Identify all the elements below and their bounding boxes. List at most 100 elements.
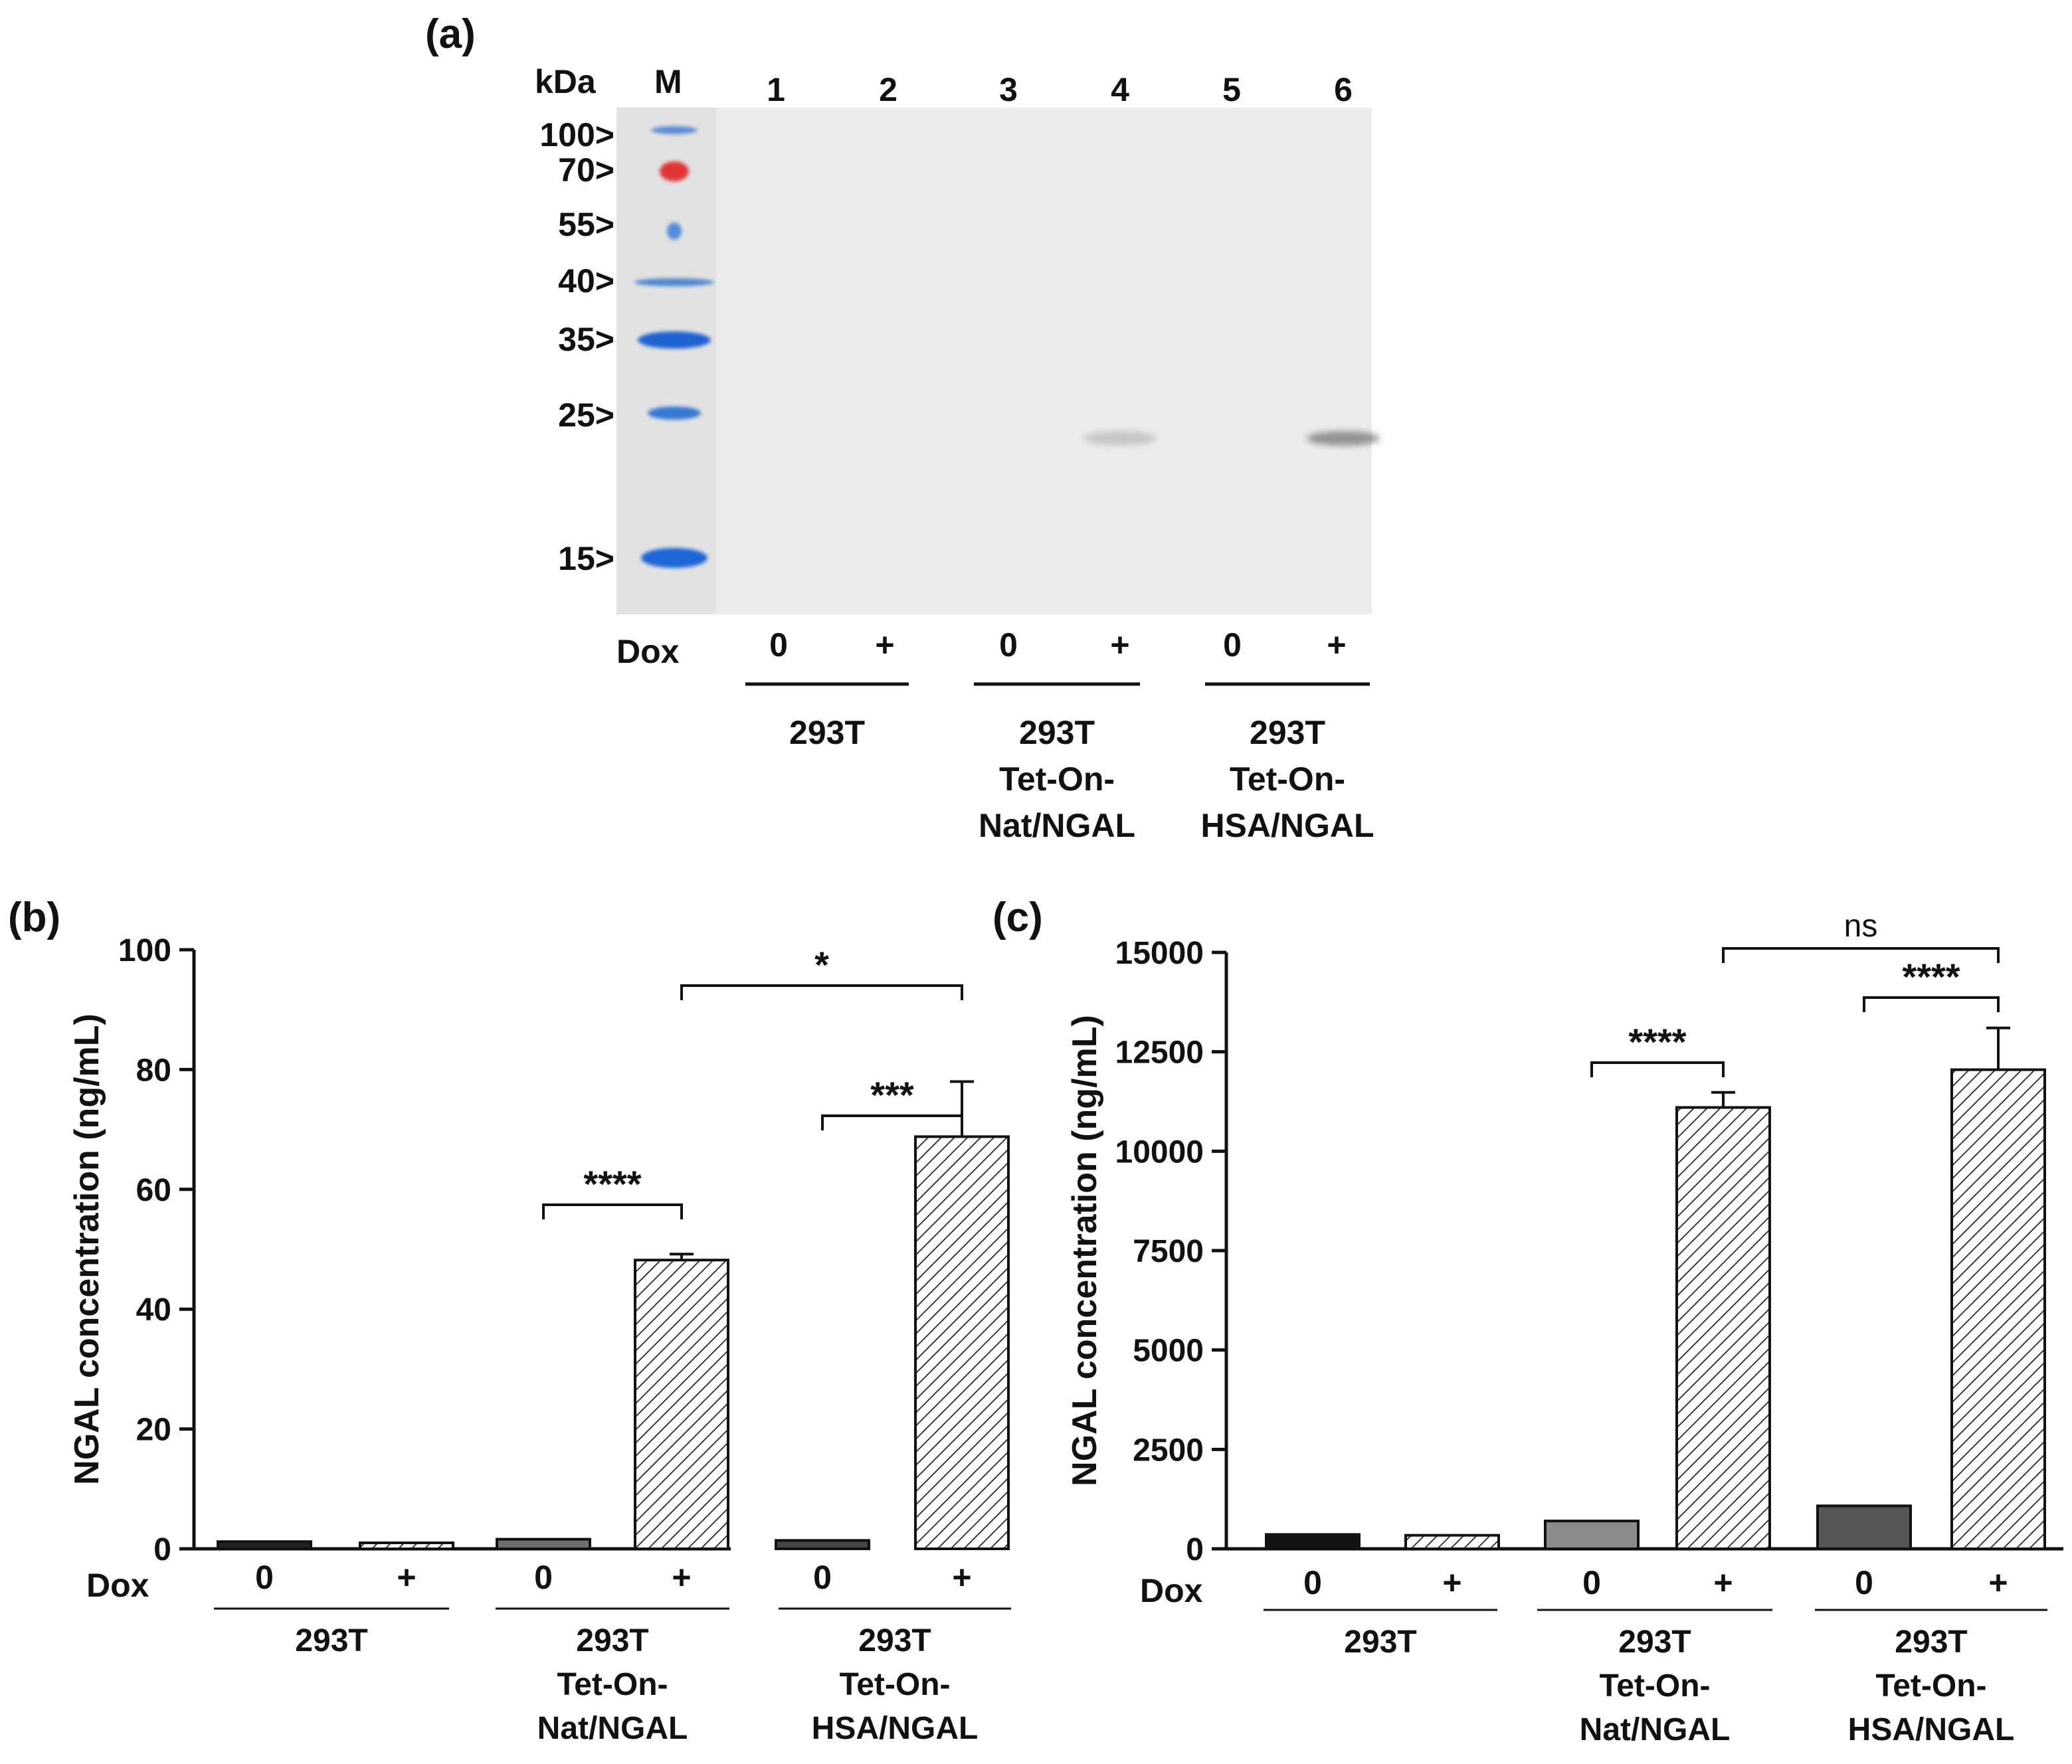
significance-label: ****	[1628, 1021, 1686, 1063]
group-label: 293T	[295, 1623, 367, 1658]
bar	[1675, 1106, 1771, 1550]
marker-lane-label: M	[654, 63, 682, 100]
lane-number: 6	[1334, 71, 1353, 108]
marker-band	[667, 222, 682, 240]
lane-number: 3	[999, 71, 1018, 108]
significance-bracket	[821, 1114, 963, 1130]
y-tick-label: 2500	[1133, 1433, 1204, 1468]
dox-value: 0	[769, 626, 788, 663]
significance-label: *	[814, 944, 829, 986]
significance-label: ns	[1844, 909, 1878, 944]
significance-label: ***	[870, 1074, 914, 1116]
bar	[1950, 1068, 2046, 1550]
dox-value: +	[1110, 626, 1129, 663]
dox-value: 0	[999, 626, 1018, 663]
marker-size-label: 55>	[558, 206, 614, 243]
group-label: Nat/NGAL	[1580, 1712, 1731, 1747]
y-tick-label: 100	[118, 933, 171, 968]
lane-number: 4	[1111, 71, 1129, 108]
bar	[496, 1538, 591, 1551]
bar	[914, 1135, 1010, 1550]
group-label: HSA/NGAL	[1200, 807, 1374, 844]
y-tick-label: 10000	[1115, 1134, 1204, 1170]
bar	[775, 1539, 870, 1551]
dox-label: Dox	[1140, 1572, 1203, 1609]
group-label: Tet-On-	[839, 1667, 950, 1702]
marker-size-labels: 100>70> 55> 40> 35> 25> 15>	[539, 116, 614, 577]
blot-membrane	[616, 108, 1372, 614]
dox-value: +	[875, 626, 894, 663]
dox-value: +	[672, 1559, 691, 1596]
dox-value: 0	[534, 1559, 553, 1596]
kda-label: kDa	[535, 63, 597, 100]
panel-label: (b)	[8, 895, 60, 940]
significance-bracket	[680, 984, 963, 1000]
dox-value: +	[1442, 1564, 1461, 1601]
group-label: HSA/NGAL	[1848, 1712, 2015, 1747]
sample-band	[1083, 431, 1157, 446]
y-tick-label: 60	[136, 1173, 171, 1208]
dox-value: 0	[255, 1559, 274, 1596]
y-axis-label: NGAL concentration (ng/mL)	[68, 1014, 106, 1485]
blot-dox-label: Dox	[616, 633, 680, 670]
dox-value: +	[397, 1559, 416, 1596]
y-axis-label: NGAL concentration (ng/mL)	[1066, 1015, 1104, 1486]
marker-size-label: 40>	[558, 262, 614, 300]
dox-label: Dox	[86, 1567, 149, 1604]
bar	[1544, 1520, 1640, 1550]
blot-group-labels: 293T 293T Tet-On- Nat/NGAL 293T Tet-On- HSA/NG…	[745, 682, 1374, 844]
y-tick-label: 0	[1186, 1532, 1204, 1567]
group-label: Tet-On-	[1875, 1668, 1986, 1704]
blot-dox-values: 0 +0 +0 +	[769, 626, 1347, 663]
marker-size-label: 15>	[558, 540, 614, 577]
bar	[217, 1540, 312, 1551]
dox-value: +	[1327, 626, 1346, 663]
marker-band	[648, 406, 701, 420]
marker-size-label: 35>	[558, 321, 614, 358]
significance-label: ****	[1902, 956, 1960, 998]
marker-size-label: 70>	[558, 151, 614, 189]
marker-bands	[634, 126, 714, 568]
significance-bracket	[1590, 1061, 1725, 1077]
group-label: 293T	[576, 1623, 648, 1658]
significance-label: ****	[583, 1163, 641, 1205]
marker-band	[641, 548, 707, 568]
sample-band	[1307, 431, 1380, 446]
significance-bracket	[1722, 947, 2000, 963]
bar	[1816, 1504, 1912, 1550]
bar	[359, 1541, 454, 1550]
group-label: Tet-On-	[1230, 760, 1345, 798]
dox-value: 0	[1303, 1564, 1322, 1601]
lane-numbers: 1 2 3 4 5 6	[767, 71, 1353, 108]
y-tick-label: 0	[153, 1532, 171, 1567]
panel-a-label: (a)	[425, 11, 476, 57]
y-tick-label: 20	[136, 1413, 171, 1448]
marker-band	[634, 278, 714, 286]
dox-value: 0	[1855, 1564, 1873, 1601]
sample-bands	[1083, 431, 1380, 446]
group-label: Tet-On-	[557, 1667, 668, 1702]
dox-value: 0	[813, 1559, 832, 1596]
significance-bracket	[542, 1203, 683, 1219]
lane-number: 2	[879, 71, 897, 108]
group-label: 293T	[1618, 1625, 1691, 1660]
y-tick-label: 15000	[1115, 936, 1204, 971]
marker-lane	[616, 108, 716, 614]
group-label: Tet-On-	[1599, 1668, 1710, 1704]
group-label: Nat/NGAL	[537, 1711, 688, 1746]
marker-band	[651, 126, 698, 134]
dox-value: +	[952, 1559, 971, 1596]
group-label: Nat/NGAL	[979, 807, 1135, 844]
marker-band	[638, 331, 711, 349]
group-label: 293T	[1019, 714, 1095, 751]
group-label: 293T	[789, 714, 865, 751]
group-label: HSA/NGAL	[812, 1711, 979, 1746]
bar	[634, 1259, 729, 1550]
lane-number: 1	[767, 71, 785, 108]
panel-label: (c)	[992, 895, 1043, 940]
bar	[1265, 1533, 1361, 1550]
dox-value: 0	[1223, 626, 1242, 663]
group-label: Tet-On-	[999, 760, 1115, 798]
